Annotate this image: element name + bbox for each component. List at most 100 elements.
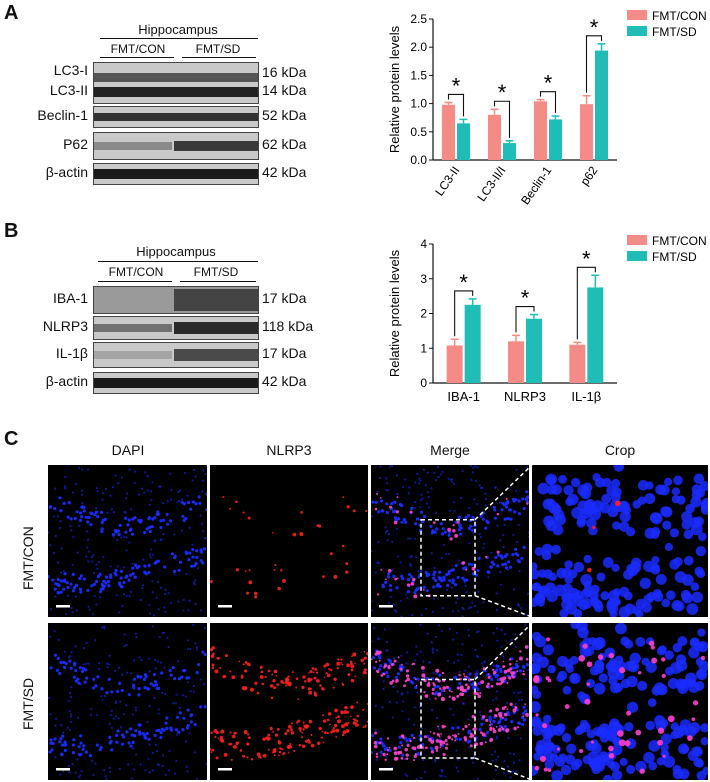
- column-title-merge: Merge: [430, 442, 470, 458]
- micrograph-fmtcon-merge: [371, 465, 529, 617]
- blot-a-group-sd: FMT/SD: [195, 42, 241, 56]
- bar-fmtsd-3: [595, 50, 608, 160]
- blot-a-title-underline: [100, 38, 258, 39]
- y-tick-label: 0.5: [410, 125, 427, 139]
- kda-label-lc3-ii: 14 kDa: [262, 82, 307, 98]
- legend-swatch: [627, 26, 647, 36]
- blot-strip-iba1: [93, 286, 259, 314]
- micrograph-fmtsd-merge: [371, 623, 529, 780]
- blot-b-con-underline: [98, 281, 172, 282]
- blot-a-group-con: FMT/CON: [110, 42, 166, 56]
- legend-label: FMT/CON: [652, 234, 707, 248]
- blot-a-title: Hippocampus: [138, 22, 218, 37]
- column-title-dapi: DAPI: [111, 442, 145, 458]
- significance-bracket: [447, 93, 465, 117]
- significance-bracket: [539, 91, 557, 114]
- blot-strip-beta-actin-a: [93, 163, 259, 185]
- band-label-beta-actin-b: β-actin: [45, 373, 88, 389]
- significance-bracket: [585, 35, 603, 93]
- y-tick-label: 2.5: [410, 12, 427, 26]
- band-label-lc3-ii: LC3-II: [49, 82, 88, 98]
- y-axis-label: Relative protein levels: [387, 25, 402, 153]
- x-tick-label: LC3-II: [432, 164, 462, 199]
- kda-label-beta-actin-b: 42 kDa: [262, 373, 307, 389]
- kda-label-lc3-i: 16 kDa: [262, 64, 307, 80]
- y-tick-label: 1.0: [410, 97, 427, 111]
- bar-fmtcon-3: [580, 104, 593, 160]
- scale-bar: [379, 768, 393, 771]
- significance-bracket: [515, 305, 535, 333]
- micrograph-fmtcon-dapi: [48, 465, 207, 617]
- bar-fmtcon-2: [569, 344, 586, 383]
- x-tick-label: p62: [577, 163, 600, 188]
- blot-a-con-underline: [100, 57, 174, 58]
- band-label-il1b: IL-1β: [55, 345, 88, 361]
- crop-region-box: [420, 678, 476, 759]
- kda-label-il1b: 17 kDa: [262, 345, 307, 361]
- x-tick-label: LC3-II/I: [474, 164, 508, 204]
- x-tick-label: NLRP3: [504, 389, 546, 404]
- band-label-beclin1: Beclin-1: [37, 107, 88, 123]
- blot-strip-beclin1: [93, 106, 259, 128]
- band-label-iba1: IBA-1: [52, 290, 88, 306]
- band-label-p62: P62: [63, 136, 88, 152]
- scale-bar: [218, 768, 232, 771]
- significance-bracket: [576, 266, 596, 340]
- y-axis-label: Relative protein levels: [387, 249, 402, 377]
- y-tick-label: 4: [420, 237, 427, 251]
- significance-bracket: [454, 290, 474, 337]
- blot-strip-nlrp3: [93, 316, 259, 340]
- row-label-fmt-con: FMT/CON: [20, 526, 36, 590]
- y-tick-label: 0.0: [410, 153, 427, 167]
- bar-fmtcon-1: [508, 341, 524, 383]
- legend-label: FMT/SD: [652, 25, 697, 39]
- legend-swatch: [627, 10, 647, 20]
- micrograph-fmtcon-nlrp3: [210, 465, 368, 617]
- column-title-crop: Crop: [604, 442, 636, 458]
- y-tick-label: 3: [420, 272, 427, 286]
- micrograph-fmtsd-nlrp3: [210, 623, 368, 780]
- significance-star: *: [544, 71, 553, 96]
- bar-fmtcon-0: [446, 345, 463, 383]
- x-tick-label: IL-1β: [571, 389, 601, 404]
- column-title-nlrp3: NLRP3: [266, 442, 312, 458]
- bar-fmtsd-0: [464, 304, 481, 383]
- band-label-lc3-i: LC3-I: [53, 62, 88, 78]
- bar-chart-b: 0 1 2 3 4 Relative protein levels * IBA-1 * NLRP3…: [387, 234, 707, 404]
- scale-bar: [218, 605, 232, 608]
- row-label-fmt-sd: FMT/SD: [20, 677, 36, 730]
- kda-label-beclin1: 52 kDa: [262, 107, 307, 123]
- micrograph-fmtcon-crop: [532, 465, 708, 617]
- bar-fmtcon-1: [488, 114, 501, 160]
- micrograph-fmtsd-dapi: [48, 623, 207, 780]
- x-tick-label: IBA-1: [447, 389, 480, 404]
- panel-letter-a: A: [4, 2, 19, 24]
- kda-label-beta-actin-a: 42 kDa: [262, 164, 307, 180]
- blot-b-group-con: FMT/CON: [108, 265, 164, 279]
- blot-b-group-sd: FMT/SD: [193, 265, 239, 279]
- blot-a-sd-underline: [182, 57, 256, 58]
- significance-star: *: [459, 270, 468, 295]
- panel-letter-c: C: [4, 428, 19, 450]
- legend-swatch: [627, 251, 647, 261]
- blot-strip-p62: [93, 132, 259, 160]
- blot-b-sd-underline: [180, 281, 256, 282]
- crop-region-box: [420, 518, 476, 597]
- x-tick-label: Beclin-1: [518, 163, 555, 207]
- band-label-nlrp3: NLRP3: [42, 318, 88, 334]
- y-tick-label: 2.0: [410, 40, 427, 54]
- legend-label: FMT/SD: [652, 250, 697, 264]
- blot-strip-il1b: [93, 342, 259, 368]
- legend-label: FMT/CON: [652, 9, 707, 23]
- y-tick-label: 0: [420, 376, 427, 390]
- bar-fmtcon-2: [534, 101, 547, 160]
- significance-star: *: [452, 73, 461, 98]
- bar-fmtsd-0: [457, 123, 470, 160]
- significance-star: *: [590, 15, 599, 40]
- blot-b-title: Hippocampus: [136, 244, 216, 259]
- kda-label-p62: 62 kDa: [262, 136, 307, 152]
- panel-letter-b: B: [4, 220, 19, 242]
- blot-b-title-underline: [98, 261, 258, 262]
- bar-fmtsd-2: [587, 287, 604, 383]
- kda-label-iba1: 17 kDa: [262, 290, 307, 306]
